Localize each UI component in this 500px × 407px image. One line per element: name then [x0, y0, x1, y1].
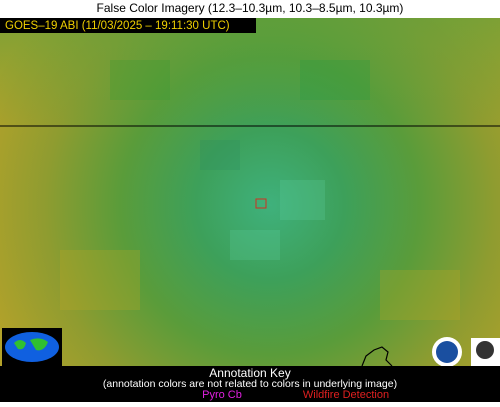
annotation-heading: Annotation Key [209, 366, 290, 380]
cimss-logo-mark [476, 341, 494, 359]
pixel-blocks [60, 60, 460, 320]
globe-icon [5, 332, 59, 362]
annotation-note: (annotation colors are not related to co… [103, 378, 397, 390]
globe-land [14, 338, 48, 351]
title-bar [0, 0, 500, 18]
noaa-logo-inner [436, 341, 458, 363]
key-wildfire: Wildfire Detection [303, 389, 389, 401]
imagery-band [0, 18, 500, 128]
key-pyro-cb: Pyro Cb [202, 389, 242, 401]
title: False Color Imagery (12.3–10.3µm, 10.3–8… [97, 1, 404, 15]
overlay-label: GOES–19 ABI (11/03/2025 – 19:11:30 UTC) [5, 20, 230, 32]
detection-box [255, 198, 267, 209]
coastline [361, 346, 393, 367]
annotation-panel [0, 366, 500, 402]
overlay-label-bg [0, 18, 256, 33]
